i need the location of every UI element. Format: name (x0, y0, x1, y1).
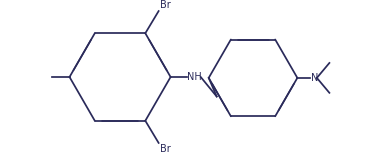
Text: N: N (311, 73, 318, 83)
Text: NH: NH (187, 72, 202, 82)
Text: Br: Br (160, 0, 170, 10)
Text: Br: Br (160, 144, 170, 154)
